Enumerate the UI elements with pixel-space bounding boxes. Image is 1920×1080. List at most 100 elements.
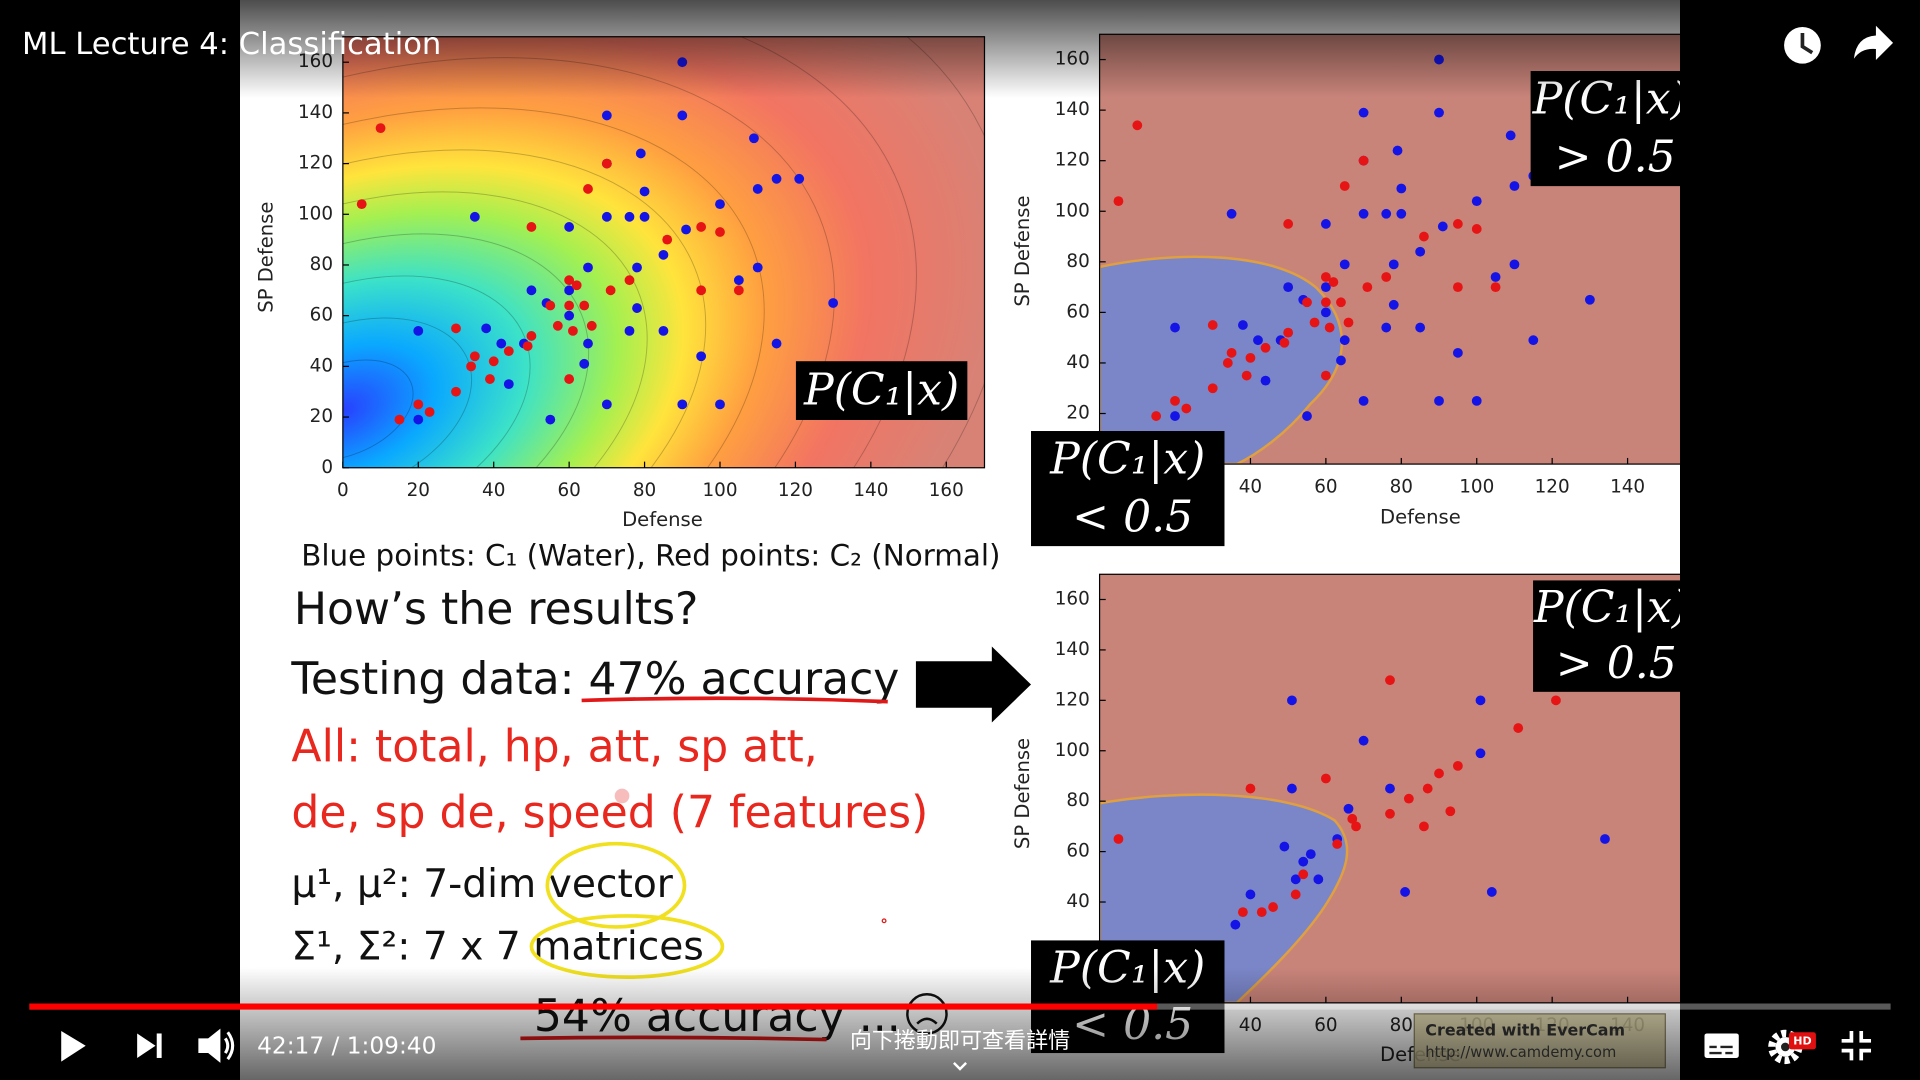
play-button[interactable] bbox=[61, 1031, 86, 1062]
data-point bbox=[1320, 297, 1331, 308]
data-point bbox=[1339, 181, 1350, 191]
share-button[interactable] bbox=[1853, 25, 1894, 60]
data-point bbox=[1332, 839, 1343, 849]
underline bbox=[581, 696, 888, 704]
data-point bbox=[1230, 919, 1241, 930]
data-points bbox=[356, 54, 1610, 930]
slide-line: Σ¹, Σ²: 7 x 7 matrices bbox=[291, 924, 703, 969]
data-point bbox=[632, 303, 642, 313]
contour bbox=[342, 149, 707, 468]
data-point bbox=[1245, 783, 1256, 794]
y-tick-label: 100 bbox=[298, 203, 333, 224]
data-point bbox=[545, 414, 556, 425]
data-point bbox=[1509, 259, 1520, 270]
data-point bbox=[681, 224, 691, 235]
x-tick-label: 140 bbox=[1610, 476, 1645, 497]
y-axis-label: SP Defense bbox=[1011, 738, 1034, 849]
data-point bbox=[696, 285, 707, 296]
data-point bbox=[1551, 695, 1561, 706]
data-point bbox=[677, 399, 688, 410]
volume-button[interactable] bbox=[198, 1028, 235, 1063]
scroll-hint[interactable]: 向下捲動即可查看詳情 bbox=[850, 1029, 1070, 1054]
data-point bbox=[1260, 375, 1271, 386]
data-point bbox=[1324, 322, 1335, 333]
data-point bbox=[1471, 196, 1482, 207]
data-point bbox=[749, 133, 759, 144]
data-point bbox=[752, 262, 763, 273]
data-point bbox=[639, 186, 650, 197]
data-point bbox=[658, 249, 669, 260]
data-point bbox=[1313, 874, 1324, 885]
slide-line: de, sp de, speed (7 features) bbox=[291, 788, 928, 839]
data-point bbox=[413, 414, 424, 425]
cc-lines bbox=[1709, 1045, 1733, 1055]
data-point bbox=[624, 325, 635, 336]
data-point bbox=[451, 323, 461, 334]
data-point bbox=[1302, 411, 1312, 421]
arrow bbox=[915, 646, 1032, 723]
y-tick-label: 80 bbox=[1066, 790, 1089, 811]
scroll-chevron[interactable] bbox=[953, 1061, 967, 1071]
data-point bbox=[1113, 196, 1124, 207]
data-point bbox=[1226, 347, 1237, 358]
data-point bbox=[1358, 395, 1369, 406]
data-point bbox=[571, 280, 582, 291]
data-point bbox=[564, 374, 575, 384]
slide: 0 20 40 60 80 100 120 140 160 0 20 40 60 80 100 120 140 1… bbox=[240, 0, 1680, 1080]
point-group bbox=[356, 57, 839, 425]
x-tick-label: 160 bbox=[929, 480, 964, 501]
data-point bbox=[1400, 887, 1410, 897]
probability-label: < 0.5 bbox=[1072, 491, 1193, 542]
data-point bbox=[1505, 130, 1516, 141]
data-point bbox=[1290, 889, 1301, 900]
probability-label-box bbox=[795, 361, 968, 420]
x-tick-label: 40 bbox=[1239, 476, 1262, 497]
settings-button[interactable]: HD bbox=[1768, 1029, 1816, 1065]
data-point bbox=[451, 386, 461, 397]
x-axis-label: Defense bbox=[1380, 505, 1461, 528]
video-title[interactable]: ML Lecture 4: Classification bbox=[22, 27, 441, 62]
data-point bbox=[632, 262, 642, 273]
next-icon bbox=[137, 1033, 156, 1058]
data-point bbox=[1415, 322, 1426, 333]
point-group bbox=[1113, 675, 1610, 930]
exit-fullscreen-button[interactable] bbox=[1841, 1031, 1872, 1061]
hd-label: HD bbox=[1793, 1034, 1811, 1047]
data-point bbox=[1253, 335, 1263, 346]
data-point bbox=[1381, 322, 1392, 333]
data-point bbox=[601, 399, 612, 410]
data-point bbox=[1339, 259, 1350, 270]
data-point bbox=[752, 184, 763, 194]
subtitles-button[interactable] bbox=[1704, 1033, 1739, 1058]
data-point bbox=[1600, 834, 1610, 844]
point-group bbox=[1113, 54, 1595, 421]
data-point bbox=[1358, 107, 1369, 118]
data-point bbox=[1320, 773, 1331, 784]
probability-label: P(C₁|x) bbox=[1049, 434, 1205, 485]
x-tick-label: 20 bbox=[407, 480, 430, 501]
y-axis-label: SP Defense bbox=[254, 202, 277, 313]
data-point bbox=[1343, 317, 1354, 328]
data-point bbox=[1170, 395, 1180, 406]
data-point bbox=[579, 300, 590, 311]
data-point bbox=[1320, 307, 1331, 318]
data-point bbox=[481, 323, 492, 334]
data-point bbox=[1385, 783, 1395, 794]
data-point bbox=[828, 298, 839, 308]
pointer-dot bbox=[881, 918, 887, 924]
y-tick-label: 60 bbox=[310, 305, 333, 326]
contour bbox=[342, 359, 414, 461]
x-tick-label: 100 bbox=[1459, 476, 1494, 497]
data-point bbox=[526, 331, 537, 341]
watch-later-button[interactable] bbox=[1784, 26, 1821, 64]
data-point bbox=[601, 211, 612, 222]
next-button[interactable] bbox=[137, 1033, 162, 1058]
y-tick-label: 40 bbox=[310, 355, 333, 376]
data-point bbox=[1452, 219, 1463, 229]
probability-label: > 0.5 bbox=[1555, 131, 1676, 182]
data-point bbox=[1358, 208, 1369, 219]
data-point bbox=[1528, 335, 1539, 346]
speaker-icon bbox=[198, 1028, 221, 1063]
data-point bbox=[552, 320, 563, 331]
